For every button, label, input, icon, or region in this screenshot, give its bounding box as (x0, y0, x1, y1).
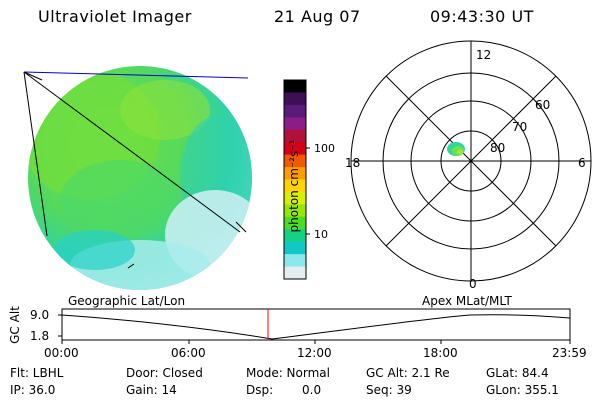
colorbar-cell (284, 129, 306, 143)
colorbar-unit-label: photon cm⁻²s⁻¹ (287, 139, 301, 233)
colorbar-cell (284, 229, 306, 243)
time-tick-0000: 00:00 (44, 346, 79, 360)
time-tick-2359: 23:59 (552, 346, 587, 360)
colorbar-cell (284, 266, 306, 280)
colorbar-cell (284, 191, 306, 205)
time-tick-1800: 18:00 (423, 346, 458, 360)
colorbar-cell (284, 80, 306, 93)
colorbar-cell (284, 154, 306, 168)
polar-plot (350, 40, 592, 282)
mlt-label-0: 0 (469, 277, 477, 291)
glon-info: GLon: 355.1 (486, 383, 559, 397)
date-label: 21 Aug 07 (274, 7, 361, 26)
apex-label: Apex MLat/MLT (422, 294, 512, 308)
colorbar-cell (284, 117, 306, 131)
altitude-tick-low: 1.8 (30, 329, 50, 343)
mlt-label-18: 18 (345, 156, 361, 170)
time-tick-0600: 06:00 (171, 346, 206, 360)
app-title: Ultraviolet Imager (38, 7, 192, 26)
colorbar-cell (284, 241, 306, 255)
glat-info: GLat: 84.4 (486, 366, 549, 380)
time-tick-1200: 12:00 (297, 346, 332, 360)
mlt-label-6: 6 (578, 156, 586, 170)
colorbar-tick-10: 10 (314, 228, 328, 241)
time-label: 09:43:30 UT (430, 7, 534, 26)
colorbar-cell (284, 254, 306, 268)
altitude-axis-label: GC Alt (8, 306, 22, 344)
colorbar-cell (284, 104, 306, 118)
colorbar-cell (284, 142, 306, 156)
colorbar-cell (284, 204, 306, 218)
uv-earth-image (23, 66, 252, 290)
colorbar-cell (284, 179, 306, 193)
seq-info: Seq: 39 (366, 383, 412, 397)
dsp-label: Dsp: (246, 383, 274, 397)
altitude-tick-high: 9.0 (30, 308, 50, 322)
colorbar-tick-100: 100 (314, 142, 335, 155)
colorbar-cell (284, 92, 306, 106)
colorbar (283, 79, 310, 280)
auroral-spot (447, 142, 465, 156)
dsp-value: 0.0 (302, 383, 322, 397)
lat-label-60: 60 (535, 98, 551, 112)
geographic-label: Geographic Lat/Lon (68, 294, 186, 308)
colorbar-cell (284, 216, 306, 230)
colorbar-cell (284, 167, 306, 180)
lat-label-70: 70 (512, 120, 528, 134)
filter-info: Flt: LBHL (10, 366, 64, 380)
gain-info: Gain: 14 (126, 383, 177, 397)
mode-info: Mode: Normal (246, 366, 330, 380)
gc-alt-info: GC Alt: 2.1 Re (366, 366, 450, 380)
ip-info: IP: 36.0 (10, 383, 56, 397)
altitude-plot-frame (58, 308, 571, 344)
mlt-label-12: 12 (476, 48, 492, 62)
door-info: Door: Closed (126, 366, 203, 380)
lat-label-80: 80 (490, 141, 506, 155)
